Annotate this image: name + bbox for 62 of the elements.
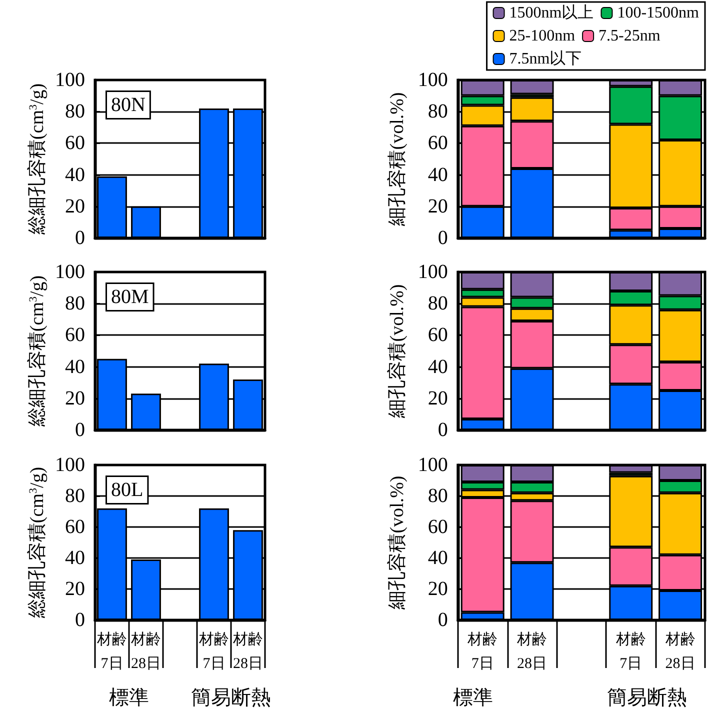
y-tick-label: 20 xyxy=(65,387,85,410)
y-tick-label: 100 xyxy=(418,69,448,91)
y-tick-label: 0 xyxy=(438,609,448,631)
y-tick-label: 40 xyxy=(65,164,85,186)
y-tick-label: 40 xyxy=(65,547,85,569)
y-tick-label: 0 xyxy=(75,609,85,631)
y-tick-label: 80 xyxy=(428,100,448,123)
y-axis-title: 細孔容積(vol.%) xyxy=(386,476,408,610)
y-tick-label: 80 xyxy=(428,292,448,315)
x-tick-label: 材齢28日 xyxy=(232,631,263,672)
y-tick-label: 80 xyxy=(428,485,448,507)
y-tick-label: 80 xyxy=(65,292,85,315)
y-tick-label: 60 xyxy=(428,132,448,154)
legend-label: 100-1500nm xyxy=(617,4,700,22)
y-tick-label: 20 xyxy=(428,195,448,218)
y-tick-label: 20 xyxy=(428,387,448,410)
y-tick-label: 0 xyxy=(75,227,85,249)
y-tick-label: 80 xyxy=(65,485,85,507)
y-axis-title: 細孔容積(vol.%) xyxy=(386,92,408,227)
legend-label: 25-100nm xyxy=(509,28,576,44)
legend-label: 7.5nm以下 xyxy=(509,50,582,68)
y-tick-label: 100 xyxy=(418,261,448,283)
y-axis-title: 細孔容積(vol.%) xyxy=(386,284,408,419)
y-tick-label: 40 xyxy=(65,356,85,378)
text: 標準 xyxy=(109,687,149,709)
y-tick-label: 0 xyxy=(438,227,448,249)
x-tick-label: 材齢7日 xyxy=(96,631,127,672)
y-tick-label: 80 xyxy=(65,100,85,123)
y-tick-label: 60 xyxy=(65,516,85,538)
y-axis-title: 総細孔容積(cm3/g) xyxy=(26,83,48,236)
y-tick-label: 40 xyxy=(428,547,448,569)
x-tick-label: 材齢28日 xyxy=(516,631,548,672)
x-tick-label: 材齢28日 xyxy=(664,631,696,672)
y-tick-label: 0 xyxy=(438,419,448,441)
y-axis-title: 総細孔容積(cm3/g) xyxy=(26,275,48,428)
annotation: 80M xyxy=(111,286,149,308)
y-axis-title: 総細孔容積(cm3/g) xyxy=(26,466,48,620)
x-tick-label: 材齢7日 xyxy=(198,631,229,672)
legend-label: 1500nm以上 xyxy=(509,4,594,22)
text: 標準 xyxy=(453,687,493,709)
y-tick-label: 60 xyxy=(65,324,85,346)
x-tick-label: 材齢7日 xyxy=(466,631,498,672)
y-tick-label: 40 xyxy=(428,356,448,378)
y-tick-label: 100 xyxy=(418,454,448,476)
annotation: 80L xyxy=(111,479,144,501)
text: 簡易断熱 xyxy=(191,687,271,709)
y-tick-label: 100 xyxy=(55,261,85,283)
y-tick-label: 60 xyxy=(428,324,448,346)
y-tick-label: 40 xyxy=(428,164,448,186)
y-tick-label: 60 xyxy=(65,132,85,154)
y-tick-label: 100 xyxy=(55,69,85,91)
y-tick-label: 0 xyxy=(75,419,85,441)
text: 簡易断熱 xyxy=(607,687,687,709)
x-tick-label: 材齢7日 xyxy=(614,631,646,672)
y-tick-label: 60 xyxy=(428,516,448,538)
annotation: 80N xyxy=(111,94,146,116)
y-tick-label: 20 xyxy=(428,578,448,600)
x-tick-label: 材齢28日 xyxy=(130,631,161,672)
y-tick-label: 100 xyxy=(55,454,85,476)
y-tick-label: 20 xyxy=(65,195,85,218)
legend-label: 7.5-25nm xyxy=(598,28,661,44)
y-tick-label: 20 xyxy=(65,578,85,600)
